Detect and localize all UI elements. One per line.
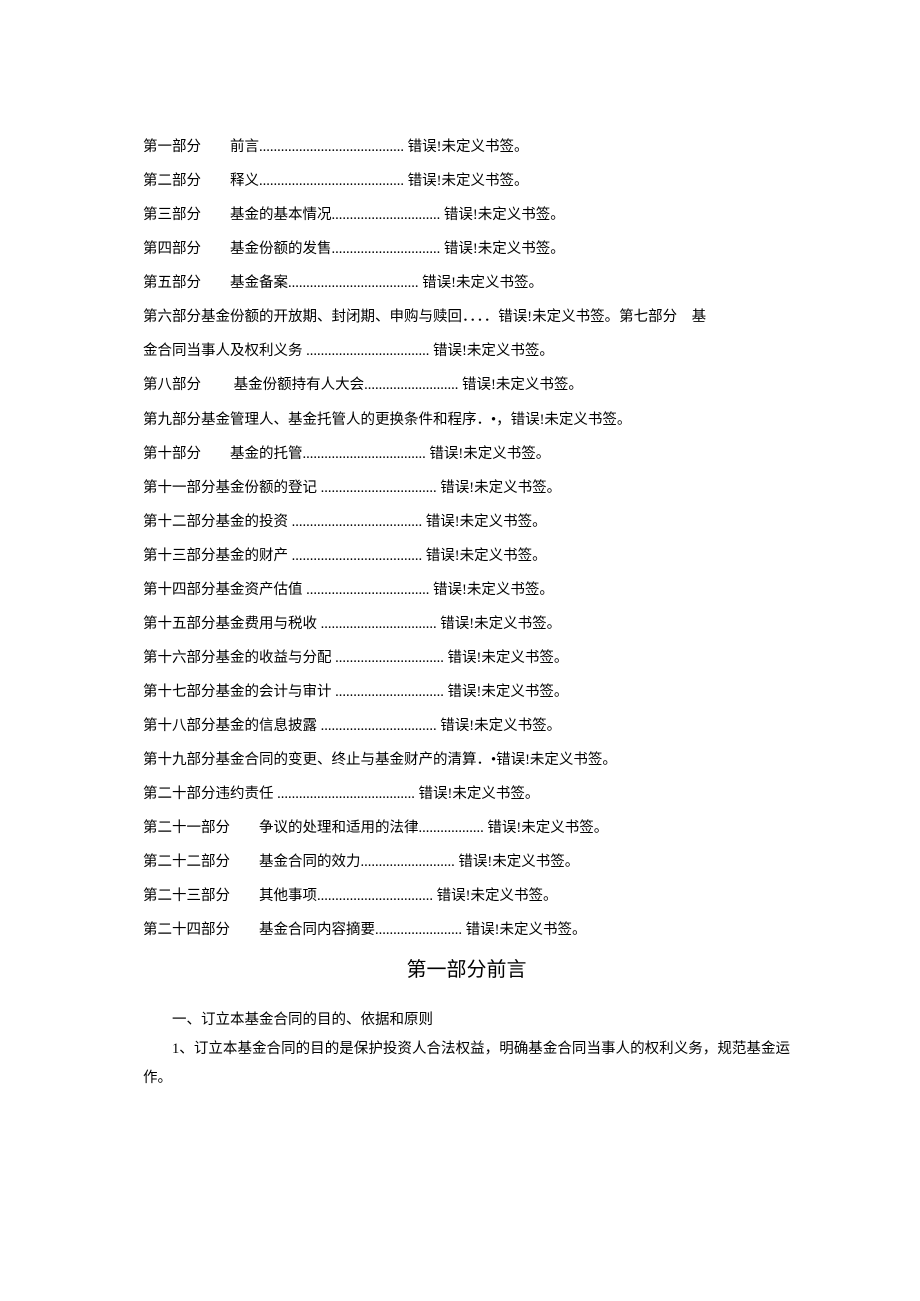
toc-dots: ........................ [375, 922, 466, 938]
toc-entry: 第十九部分基金合同的变更、终止与基金财产的清算．•错误!未定义书签。 [143, 743, 790, 777]
toc-dots: ........................................ [259, 173, 408, 189]
toc-dots: .................................. [306, 343, 433, 359]
toc-label: 第二十一部分 争议的处理和适用的法律 [143, 820, 419, 836]
toc-dots: ...................................... [277, 786, 418, 802]
toc-page-ref: 错误!未定义书签。 [433, 582, 554, 598]
toc-entry: 第十六部分基金的收益与分配 ..........................… [143, 641, 790, 675]
toc-entry: 第十二部分基金的投资 .............................… [143, 505, 790, 539]
toc-label: 第五部分 基金备案 [143, 275, 288, 291]
toc-entry: 金合同当事人及权利义务 ............................… [143, 334, 790, 368]
toc-entry: 第二部分 释义.................................… [143, 164, 790, 198]
toc-dots: .................................... [292, 514, 426, 530]
toc-dots: .............................. [332, 241, 444, 257]
body-paragraph: 一、订立本基金合同的目的、依据和原则 [143, 1006, 790, 1035]
toc-page-ref: 错误!未定义书签。 [429, 446, 550, 462]
toc-label: 第十二部分基金的投资 [143, 514, 292, 530]
toc-label: 金合同当事人及权利义务 [143, 343, 306, 359]
document-page: 第一部分 前言.................................… [0, 0, 920, 1301]
section-title: 第一部分前言 [143, 952, 790, 988]
toc-page-ref: 错误!未定义书签。 [440, 480, 561, 496]
toc-label: 第八部分 基金份额持有人大会 [143, 377, 364, 393]
toc-entry: 第十一部分基金份额的登记 ...........................… [143, 471, 790, 505]
toc-dots: ................................ [321, 480, 441, 496]
toc-label: 第十四部分基金资产估值 [143, 582, 306, 598]
toc-label: 第九部分基金管理人、基金托管人的更换条件和程序．•， [143, 412, 511, 428]
toc-entry: 第十五部分基金费用与税收 ...........................… [143, 607, 790, 641]
toc-page-ref: 错误!未定义书签。 [408, 173, 529, 189]
toc-entry: 第十八部分基金的信息披露 ...........................… [143, 709, 790, 743]
body-paragraph: 1、订立本基金合同的目的是保护投资人合法权益，明确基金合同当事人的权利义务，规范… [143, 1035, 790, 1093]
toc-page-ref: 错误!未定义书签。 [466, 922, 587, 938]
toc-entry: 第十四部分基金资产估值 ............................… [143, 573, 790, 607]
toc-label: 第十部分 基金的托管 [143, 446, 303, 462]
toc-label: 第六部分基金份额的开放期、封闭期、申购与赎回．．．． [143, 309, 498, 325]
toc-dots: ................................ [321, 718, 441, 734]
toc-page-ref: 错误!未定义书签。 [448, 650, 569, 666]
toc-entry: 第十三部分基金的财产 .............................… [143, 539, 790, 573]
toc-entry: 第一部分 前言.................................… [143, 130, 790, 164]
toc-page-ref: 错误!未定义书签。 [448, 684, 569, 700]
toc-dots: ........................................ [259, 139, 408, 155]
toc-dots: ................................ [321, 616, 441, 632]
toc-page-ref: 错误!未定义书签。 [487, 820, 608, 836]
toc-label: 第二十三部分 其他事项 [143, 888, 317, 904]
toc-entry: 第二十部分违约责任 ..............................… [143, 777, 790, 811]
toc-page-ref: 错误!未定义书签。 [440, 718, 561, 734]
toc-entry: 第二十四部分 基金合同内容摘要........................ … [143, 913, 790, 947]
toc-dots: .......................... [364, 377, 462, 393]
toc-label: 第十九部分基金合同的变更、终止与基金财产的清算．• [143, 752, 496, 768]
toc-dots: .................................... [288, 275, 422, 291]
toc-label: 第四部分 基金份额的发售 [143, 241, 332, 257]
toc-dots: .................................... [292, 548, 426, 564]
toc-dots: .................. [419, 820, 488, 836]
toc-entry: 第十七部分基金的会计与审计 ..........................… [143, 675, 790, 709]
toc-entry: 第十部分 基金的托管..............................… [143, 437, 790, 471]
toc-page-ref: 错误!未定义书签。 [458, 854, 579, 870]
toc-label: 第十八部分基金的信息披露 [143, 718, 321, 734]
toc-entry: 第五部分 基金备案...............................… [143, 266, 790, 300]
toc-dots: .......................... [361, 854, 459, 870]
toc-entry: 第八部分 基金份额持有人大会..........................… [143, 368, 790, 402]
toc-page-ref: 错误!未定义书签。 [426, 514, 547, 530]
toc-dots: .............................. [335, 650, 447, 666]
toc-page-ref: 错误!未定义书签。 [440, 616, 561, 632]
toc-page-ref: 错误!未定义书签。 [433, 343, 554, 359]
toc-dots: .................................. [306, 582, 433, 598]
toc-page-ref: 错误!未定义书签。 [408, 139, 529, 155]
toc-label: 第二十部分违约责任 [143, 786, 277, 802]
toc-dots: ................................ [317, 888, 437, 904]
toc-dots: .................................. [303, 446, 430, 462]
toc-page-ref: 错误!未定义书签。 [444, 207, 565, 223]
toc-entry-wrapped: 第六部分基金份额的开放期、封闭期、申购与赎回．．．．错误!未定义书签。第七部分 … [143, 300, 790, 334]
toc-page-ref: 错误!未定义书签。 [426, 548, 547, 564]
toc-page-ref: 错误!未定义书签。 [496, 752, 617, 768]
toc-entry: 第二十三部分 其他事项.............................… [143, 879, 790, 913]
toc-label: 第十五部分基金费用与税收 [143, 616, 321, 632]
toc-page-ref: 错误!未定义书签。第七部分 基 [498, 309, 706, 325]
toc-label: 第二十四部分 基金合同内容摘要 [143, 922, 375, 938]
toc-label: 第十六部分基金的收益与分配 [143, 650, 335, 666]
toc-entry: 第九部分基金管理人、基金托管人的更换条件和程序．•，错误!未定义书签。 [143, 403, 790, 437]
toc-label: 第十一部分基金份额的登记 [143, 480, 321, 496]
toc-label: 第二部分 释义 [143, 173, 259, 189]
toc-page-ref: 错误!未定义书签。 [462, 377, 583, 393]
toc-dots: .............................. [335, 684, 447, 700]
toc-label: 第一部分 前言 [143, 139, 259, 155]
toc-label: 第十三部分基金的财产 [143, 548, 292, 564]
toc-page-ref: 错误!未定义书签。 [437, 888, 558, 904]
toc-label: 第三部分 基金的基本情况 [143, 207, 332, 223]
toc-entry: 第二十一部分 争议的处理和适用的法律.................. 错误!… [143, 811, 790, 845]
toc-entry: 第二十二部分 基金合同的效力..........................… [143, 845, 790, 879]
toc-page-ref: 错误!未定义书签。 [444, 241, 565, 257]
toc-entry: 第四部分 基金份额的发售............................… [143, 232, 790, 266]
toc-label: 第二十二部分 基金合同的效力 [143, 854, 361, 870]
toc-page-ref: 错误!未定义书签。 [422, 275, 543, 291]
toc-page-ref: 错误!未定义书签。 [511, 412, 632, 428]
toc-page-ref: 错误!未定义书签。 [419, 786, 540, 802]
toc-label: 第十七部分基金的会计与审计 [143, 684, 335, 700]
body-text: 1、订立本基金合同的目的是保护投资人合法权益，明确基金合同当事人的权利义务，规范… [143, 1041, 790, 1086]
toc-entry: 第三部分 基金的基本情况............................… [143, 198, 790, 232]
toc-dots: .............................. [332, 207, 444, 223]
